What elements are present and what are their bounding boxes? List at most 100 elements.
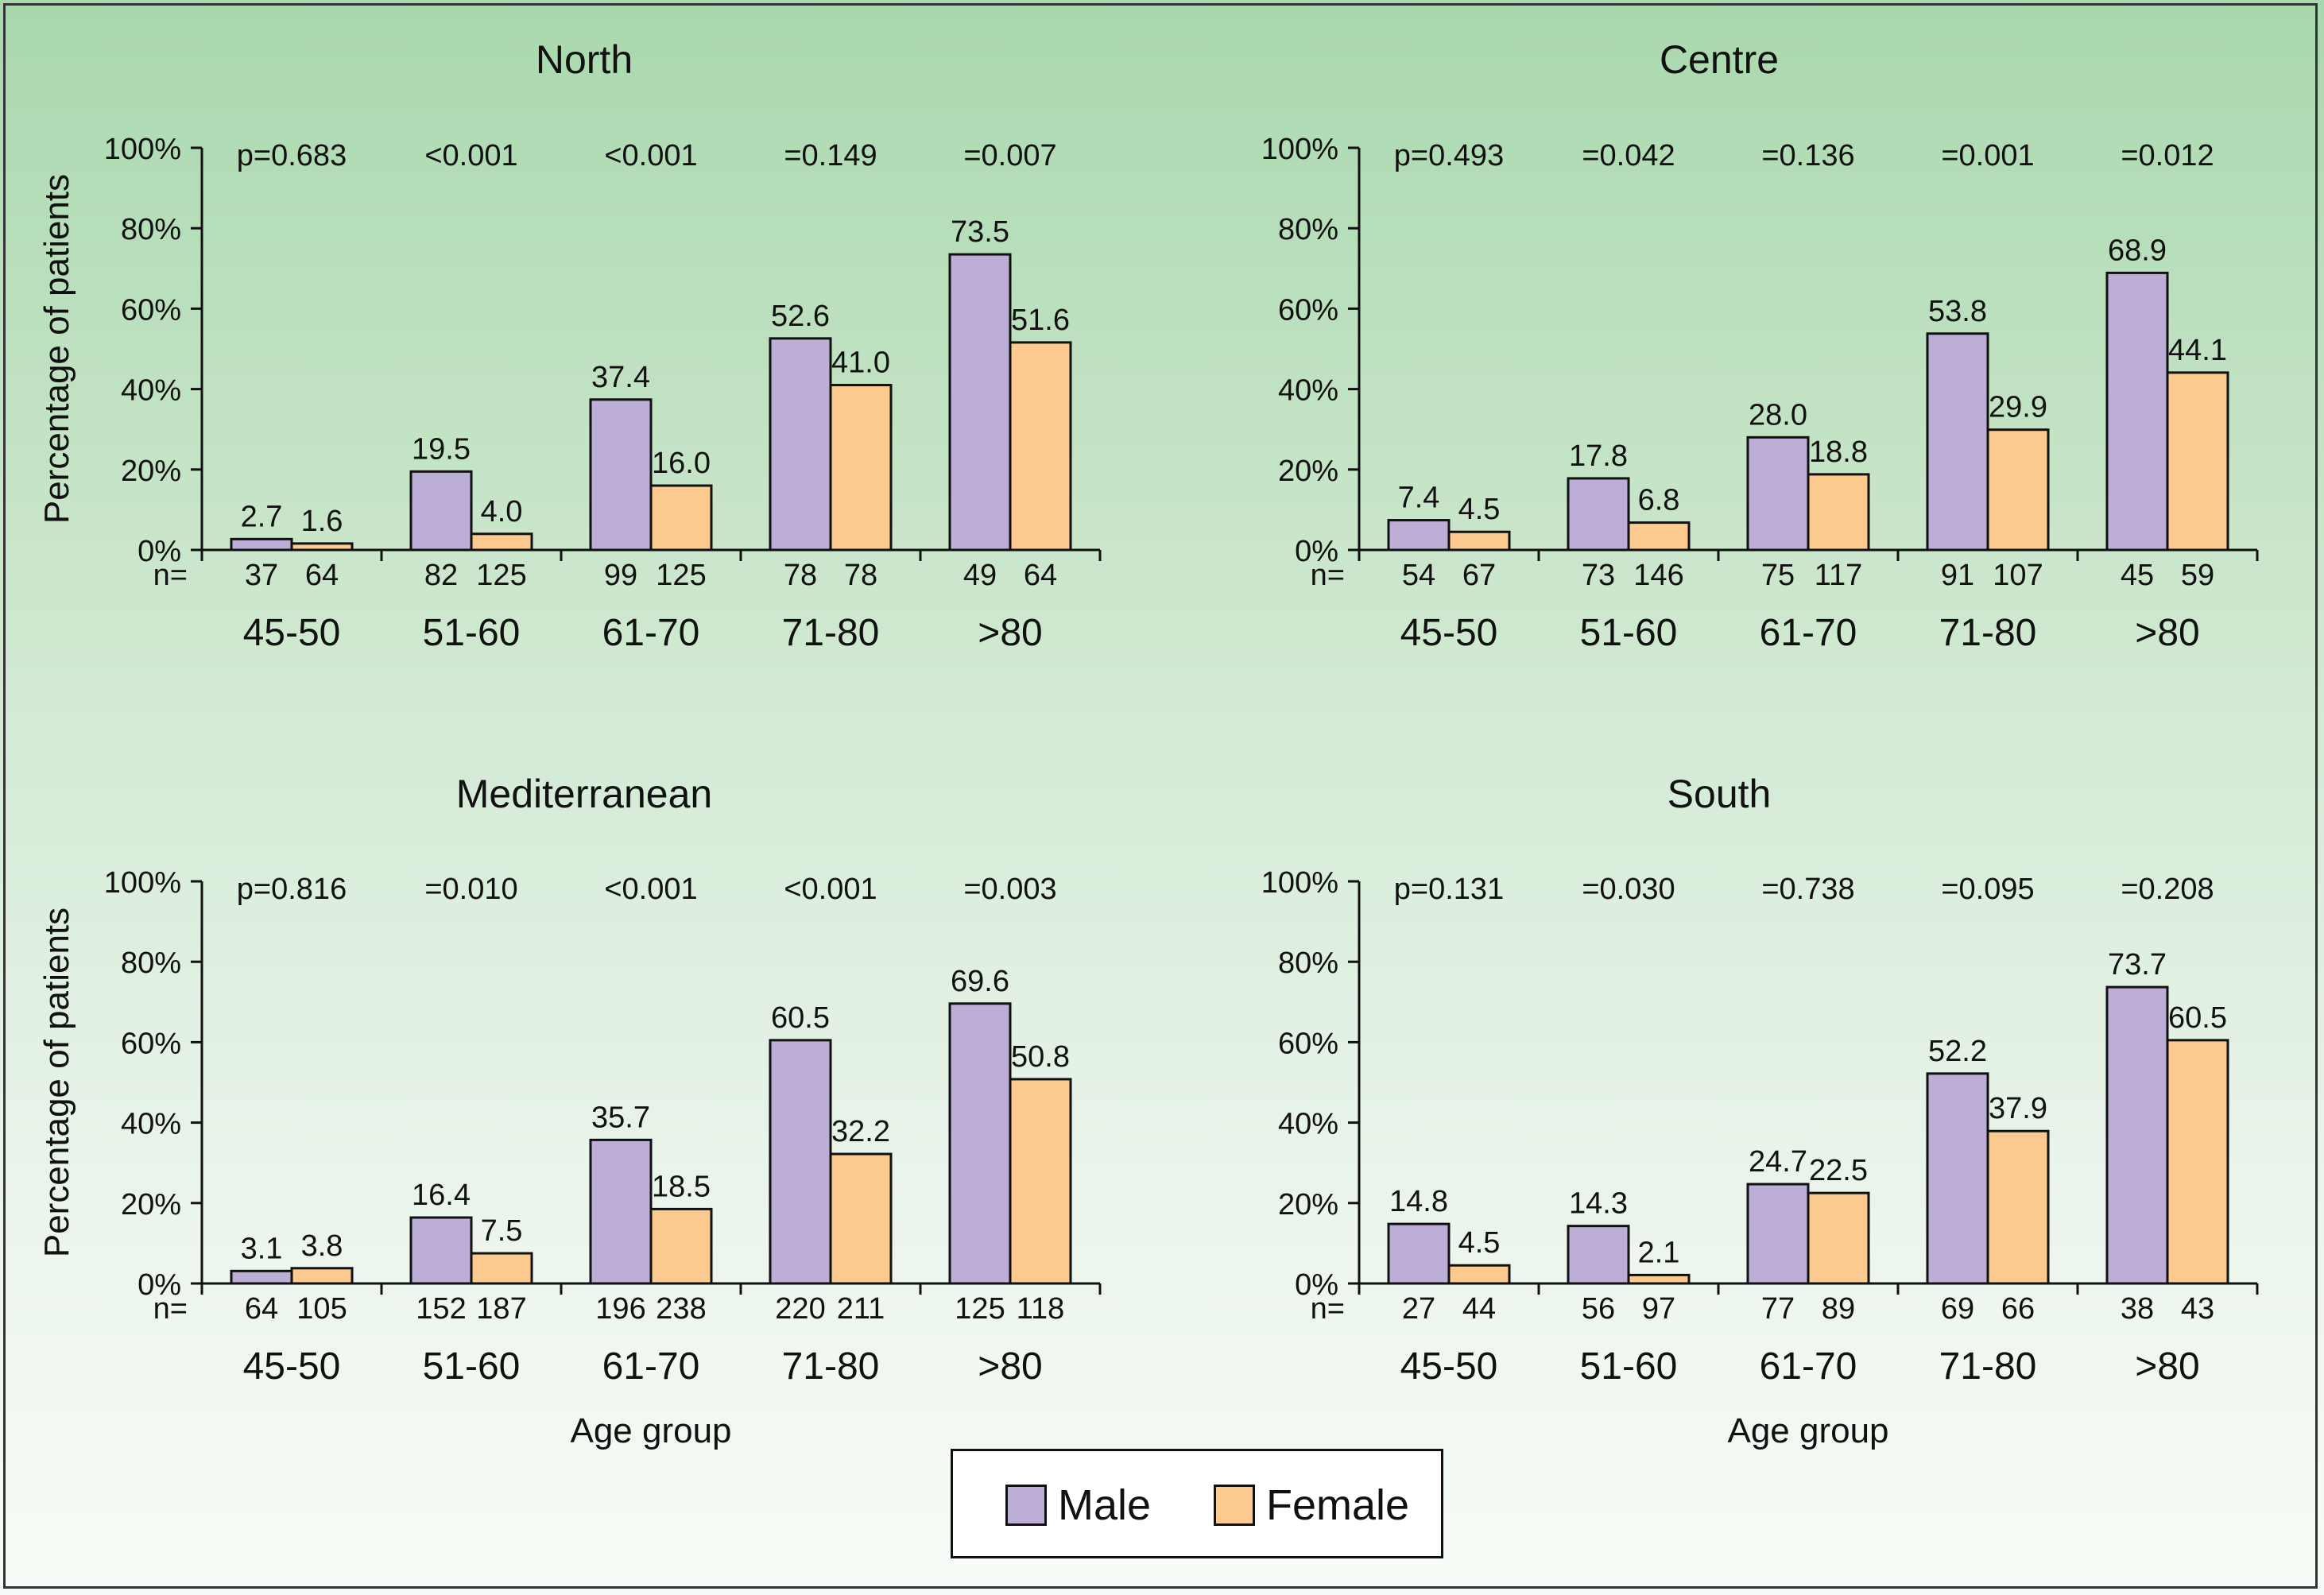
x-category-label: 71-80	[1939, 612, 2037, 654]
n-count-label: 64	[1024, 559, 1057, 592]
y-tick-label: 40%	[1278, 374, 1338, 408]
y-tick-label: 100%	[104, 133, 181, 166]
bar-data-label: 53.8	[1928, 295, 1987, 328]
n-count-label: 75	[1761, 559, 1795, 592]
bar-data-label: 19.5	[412, 432, 471, 466]
bar-male	[230, 537, 293, 552]
x-category-label: 61-70	[602, 1345, 700, 1388]
bar-data-label: 7.4	[1398, 482, 1440, 515]
x-axis-title: Age group	[1727, 1411, 1888, 1450]
bar-data-label: 51.6	[1011, 304, 1070, 337]
bar-male	[948, 1002, 1012, 1285]
n-count-label: 211	[837, 1292, 885, 1326]
p-value-label: <0.001	[604, 139, 697, 172]
p-value-label: <0.001	[604, 873, 697, 906]
n-count-label: 73	[1582, 559, 1615, 592]
bar-data-label: 14.8	[1389, 1185, 1448, 1218]
p-value-label: <0.001	[424, 139, 517, 172]
bar-data-label: 52.6	[771, 300, 830, 333]
bar-data-label: 50.8	[1011, 1040, 1070, 1074]
bar-data-label: 18.8	[1809, 436, 1868, 469]
y-tick-label: 80%	[1278, 947, 1338, 980]
x-category-label: 51-60	[423, 1345, 521, 1388]
bar-male	[948, 253, 1012, 552]
bar-female	[1807, 473, 1870, 552]
y-tick-label: 100%	[1261, 133, 1338, 166]
bar-male	[409, 1216, 473, 1285]
n-count-label: 152	[416, 1292, 466, 1326]
n-count-label: 77	[1761, 1292, 1795, 1326]
bar-male	[589, 398, 653, 552]
bar-male	[1567, 1225, 1630, 1285]
bar-data-label: 68.9	[2108, 234, 2167, 267]
n-count-label: 118	[1017, 1292, 1065, 1326]
bar-male	[589, 1138, 653, 1285]
n-count-label: 59	[2181, 559, 2214, 592]
bar-data-label: 7.5	[481, 1214, 523, 1248]
bar-female	[290, 542, 354, 552]
x-category-label: 61-70	[1760, 612, 1857, 654]
bar-data-label: 37.9	[1989, 1092, 2047, 1125]
n-count-label: 238	[656, 1292, 706, 1326]
bar-female	[290, 1267, 354, 1285]
y-tick-label: 20%	[1278, 1188, 1338, 1221]
y-tick-label: 0%	[1295, 535, 1338, 568]
bar-data-label: 6.8	[1638, 484, 1680, 517]
y-tick-label: 20%	[1278, 455, 1338, 488]
p-value-label: =0.012	[2121, 139, 2214, 172]
n-count-label: 64	[305, 559, 339, 592]
y-tick-label: 0%	[1295, 1268, 1338, 1302]
bar-data-label: 60.5	[771, 1001, 830, 1035]
n-count-label: 187	[476, 1292, 526, 1326]
p-value-label: =0.738	[1761, 873, 1854, 906]
bar-data-label: 2.7	[241, 500, 283, 533]
bar-female	[829, 384, 893, 552]
bar-female	[470, 1252, 533, 1285]
p-value-label: =0.007	[963, 139, 1056, 172]
bar-data-label: 4.5	[1458, 493, 1501, 526]
y-tick-label: 100%	[1261, 866, 1338, 900]
n-label: n=	[153, 1292, 188, 1326]
n-count-label: 146	[1633, 559, 1683, 592]
bar-male	[2105, 271, 2169, 552]
x-axis-title: Age group	[570, 1411, 731, 1450]
bar-data-label: 32.2	[831, 1115, 890, 1148]
bar-female	[649, 1207, 713, 1285]
x-category-label: 45-50	[243, 1345, 341, 1388]
x-category-label: 51-60	[1580, 612, 1678, 654]
y-tick-label: 40%	[121, 374, 181, 408]
bar-male	[769, 1039, 832, 1285]
bar-data-label: 2.1	[1638, 1236, 1680, 1269]
legend-label-male: Male	[1058, 1481, 1152, 1529]
x-category-label: >80	[978, 612, 1042, 654]
bar-data-label: 3.8	[301, 1229, 343, 1263]
bar-data-label: 35.7	[591, 1101, 650, 1134]
y-tick-label: 20%	[121, 1188, 181, 1221]
y-tick-label: 20%	[121, 455, 181, 488]
n-count-label: 69	[1941, 1292, 1974, 1326]
p-value-label: <0.001	[784, 873, 877, 906]
bar-female	[1447, 530, 1511, 552]
n-count-label: 99	[604, 559, 637, 592]
bar-female	[1807, 1191, 1870, 1285]
p-value-label: =0.003	[963, 873, 1056, 906]
bar-data-label: 73.5	[951, 215, 1009, 249]
y-tick-label: 40%	[1278, 1108, 1338, 1141]
p-value-label: =0.149	[784, 139, 877, 172]
bar-data-label: 18.5	[652, 1170, 711, 1203]
bar-female	[470, 532, 533, 552]
n-count-label: 64	[245, 1292, 278, 1326]
n-count-label: 125	[656, 559, 706, 592]
y-tick-label: 60%	[121, 1027, 181, 1060]
n-label: n=	[1311, 559, 1345, 592]
bar-data-label: 37.4	[591, 361, 650, 394]
bar-data-label: 4.5	[1458, 1226, 1501, 1260]
bar-female	[1447, 1264, 1511, 1285]
bar-female	[1986, 428, 2050, 552]
bar-data-label: 16.0	[652, 447, 711, 480]
n-count-label: 37	[245, 559, 278, 592]
bar-male	[409, 470, 473, 552]
bar-data-label: 69.6	[951, 965, 1009, 998]
bar-male	[230, 1269, 293, 1285]
